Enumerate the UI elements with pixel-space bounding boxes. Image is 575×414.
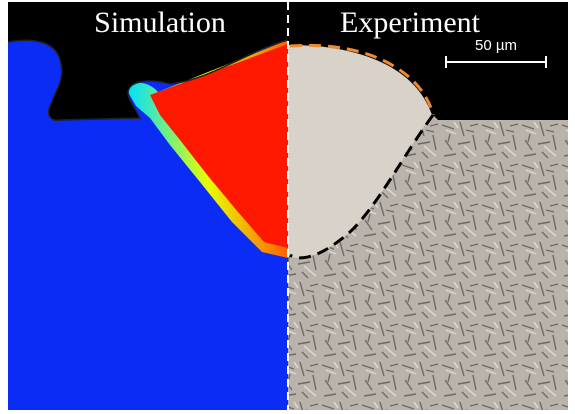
scale-label: 50 µm <box>475 37 517 54</box>
left-label: Simulation <box>94 6 226 39</box>
figure: 50 µm Simulation Experiment <box>0 0 575 414</box>
page: {"labels": {"left": "Simulation", "right… <box>0 0 575 414</box>
right-label: Experiment <box>340 6 481 39</box>
image: 50 µm Simulation Experiment <box>8 2 568 410</box>
